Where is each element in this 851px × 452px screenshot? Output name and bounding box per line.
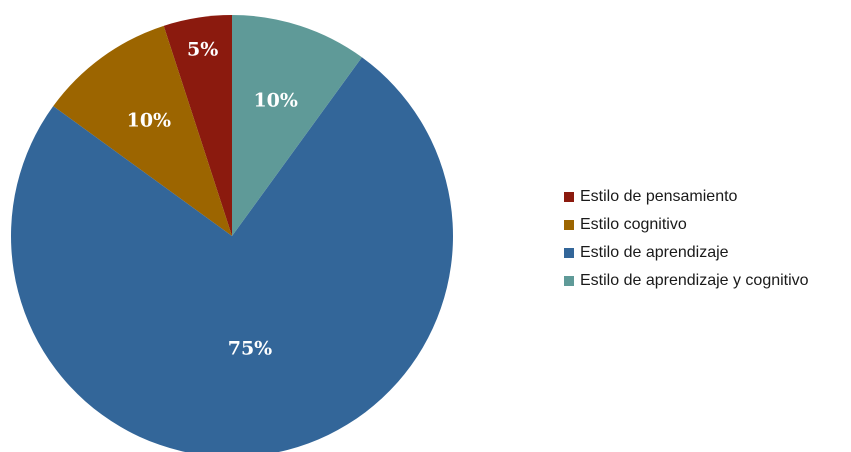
legend-item-estilo-de-pensamiento: Estilo de pensamiento [564,183,809,211]
legend-swatch [564,220,574,230]
legend-swatch [564,248,574,258]
legend-item-estilo-de-aprendizaje-y-cognitivo: Estilo de aprendizaje y cognitivo [564,267,809,295]
pie-slice-estilo-de-pensamiento [163,15,232,236]
legend-label: Estilo de aprendizaje [580,244,729,261]
legend-swatch [564,276,574,286]
pie-slice-estilo-cognitivo [53,25,232,236]
slice-value-label: 10% [253,89,298,111]
pie-slice-estilo-de-aprendizaje-y-cognitivo [232,15,362,236]
legend-swatch [564,192,574,202]
legend-label: Estilo cognitivo [580,216,687,233]
legend: Estilo de pensamiento Estilo cognitivo E… [564,183,809,295]
slice-value-label: 75% [228,338,273,360]
slice-value-label: 10% [127,110,172,132]
legend-item-estilo-cognitivo: Estilo cognitivo [564,211,809,239]
pie-slice-estilo-de-aprendizaje [11,57,453,452]
slice-value-label: 5% [187,38,218,60]
legend-item-estilo-de-aprendizaje: Estilo de aprendizaje [564,239,809,267]
legend-label: Estilo de aprendizaje y cognitivo [580,272,809,289]
legend-label: Estilo de pensamiento [580,188,738,205]
